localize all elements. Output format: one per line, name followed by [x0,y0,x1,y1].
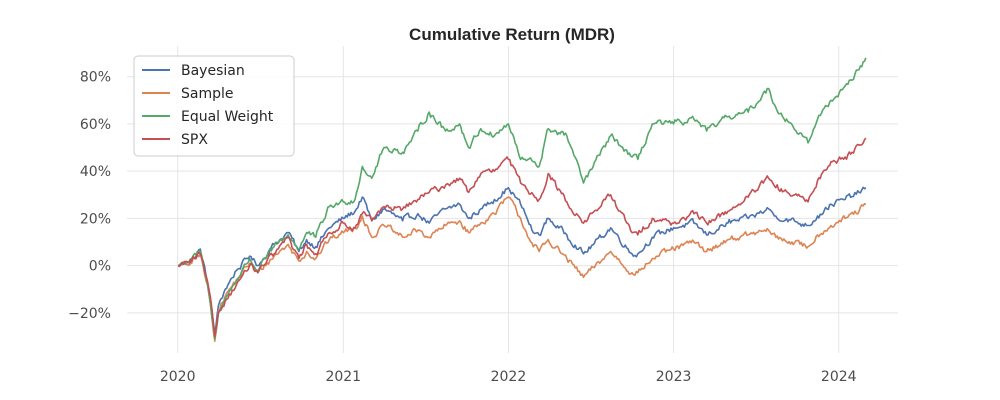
x-tick-label: 2020 [160,369,196,385]
y-tick-label: 20% [80,211,111,227]
series-line-bayesian [177,186,867,335]
series-lines [177,57,867,342]
legend-label: Bayesian [181,63,245,79]
series-line-spx [177,137,867,338]
legend-label: Sample [181,86,234,102]
legend-frame [133,55,295,157]
series-line-sample [177,196,867,342]
y-tick-label: 60% [80,117,111,133]
y-tick-label: 80% [80,70,111,86]
x-tick-label: 2024 [821,369,857,385]
legend: Bayesian Sample Equal Weight SPX [133,55,295,157]
y-tick-label: −20% [68,306,111,322]
legend-label: Equal Weight [181,109,274,125]
x-tick-label: 2023 [656,369,692,385]
x-tick-label: 2021 [325,369,361,385]
axis-labels: 80% 60% 40% 20% 0% −20% 2020 2021 2022 2023 2024 [68,70,856,385]
y-tick-label: 0% [89,259,111,275]
chart-title: Cumulative Return (MDR) [409,25,615,44]
legend-label: SPX [181,132,208,148]
x-tick-label: 2022 [491,369,527,385]
series-line-equal-weight [177,57,867,340]
y-tick-label: 40% [80,164,111,180]
